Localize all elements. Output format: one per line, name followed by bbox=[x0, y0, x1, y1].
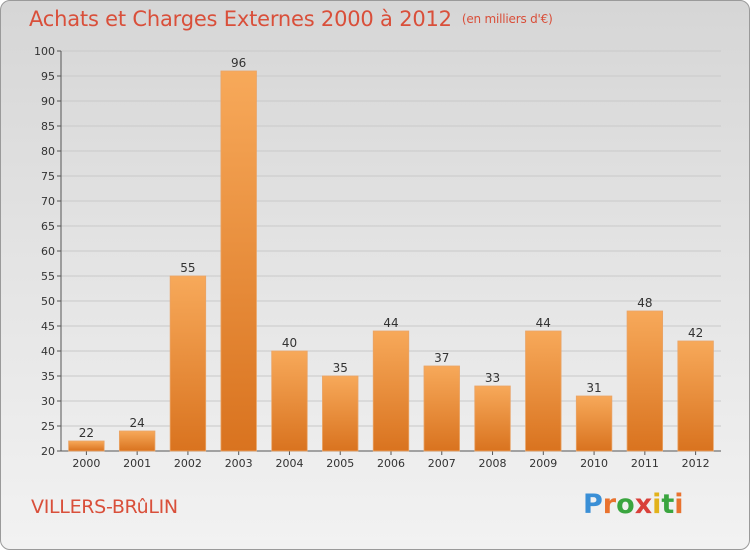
bar-2009 bbox=[525, 330, 562, 452]
bar-2007 bbox=[423, 365, 460, 452]
data-label-2006: 44 bbox=[383, 316, 398, 330]
data-label-2000: 22 bbox=[79, 426, 94, 440]
y-tick-label: 100 bbox=[34, 45, 55, 58]
bar-2001 bbox=[118, 430, 156, 452]
y-tick-label: 70 bbox=[41, 195, 55, 208]
y-tick-label: 95 bbox=[41, 70, 55, 83]
data-label-2010: 31 bbox=[586, 381, 601, 395]
y-tick-label: 25 bbox=[41, 420, 55, 433]
x-tick-label-2012: 2012 bbox=[682, 457, 710, 470]
y-tick-label: 20 bbox=[41, 445, 55, 458]
data-label-2012: 42 bbox=[688, 326, 703, 340]
y-tick-label: 90 bbox=[41, 95, 55, 108]
y-tick-label: 35 bbox=[41, 370, 55, 383]
x-tick-label-2006: 2006 bbox=[377, 457, 405, 470]
x-tick-label-2007: 2007 bbox=[428, 457, 456, 470]
bar-2004 bbox=[271, 350, 308, 452]
bar-2000 bbox=[68, 440, 105, 452]
y-tick-label: 55 bbox=[41, 270, 55, 283]
y-tick-label: 65 bbox=[41, 220, 55, 233]
y-tick-label: 40 bbox=[41, 345, 55, 358]
bar-2002 bbox=[169, 275, 207, 452]
y-tick-label: 60 bbox=[41, 245, 55, 258]
y-tick-label: 80 bbox=[41, 145, 55, 158]
x-tick-label-2011: 2011 bbox=[631, 457, 659, 470]
bar-2005 bbox=[322, 375, 359, 452]
bar-2008 bbox=[474, 385, 511, 452]
y-tick-label: 50 bbox=[41, 295, 55, 308]
data-label-2007: 37 bbox=[434, 351, 449, 365]
x-tick-label-2005: 2005 bbox=[326, 457, 354, 470]
bar-2011 bbox=[626, 310, 664, 452]
data-label-2009: 44 bbox=[536, 316, 551, 330]
x-tick-label-2001: 2001 bbox=[123, 457, 151, 470]
chart-title-text: Achats et Charges Externes 2000 à 2012 bbox=[29, 7, 452, 31]
x-tick-label-2004: 2004 bbox=[275, 457, 303, 470]
data-label-2003: 96 bbox=[231, 56, 246, 70]
y-tick-label: 85 bbox=[41, 120, 55, 133]
y-tick-label: 45 bbox=[41, 320, 55, 333]
bar-2006 bbox=[372, 330, 410, 452]
x-tick-label-2002: 2002 bbox=[174, 457, 202, 470]
bar-2003 bbox=[220, 70, 257, 452]
commune-name: VILLERS-BRûLIN bbox=[31, 496, 178, 518]
bar-layer bbox=[68, 70, 714, 452]
data-label-2004: 40 bbox=[282, 336, 297, 350]
x-tick-label-2000: 2000 bbox=[72, 457, 100, 470]
bar-2010 bbox=[575, 395, 613, 452]
x-tick-label-2003: 2003 bbox=[225, 457, 253, 470]
data-label-2001: 24 bbox=[130, 416, 145, 430]
proxiti-logo[interactable]: Proxiti bbox=[583, 489, 684, 520]
chart-title: Achats et Charges Externes 2000 à 2012 (e… bbox=[29, 7, 553, 31]
x-tick-label-2009: 2009 bbox=[529, 457, 557, 470]
data-label-2005: 35 bbox=[333, 361, 348, 375]
data-label-2002: 55 bbox=[180, 261, 195, 275]
y-tick-label: 75 bbox=[41, 170, 55, 183]
y-tick-label: 30 bbox=[41, 395, 55, 408]
data-label-2011: 48 bbox=[637, 296, 652, 310]
x-tick-label-2008: 2008 bbox=[479, 457, 507, 470]
chart-subtitle: (en milliers d'€) bbox=[461, 12, 553, 26]
data-label-2008: 33 bbox=[485, 371, 500, 385]
bar-2012 bbox=[677, 340, 714, 452]
x-tick-label-2010: 2010 bbox=[580, 457, 608, 470]
label-layer: 22 24 55 96 40 35 44 37 33 44 31 48 42 bbox=[79, 56, 704, 440]
